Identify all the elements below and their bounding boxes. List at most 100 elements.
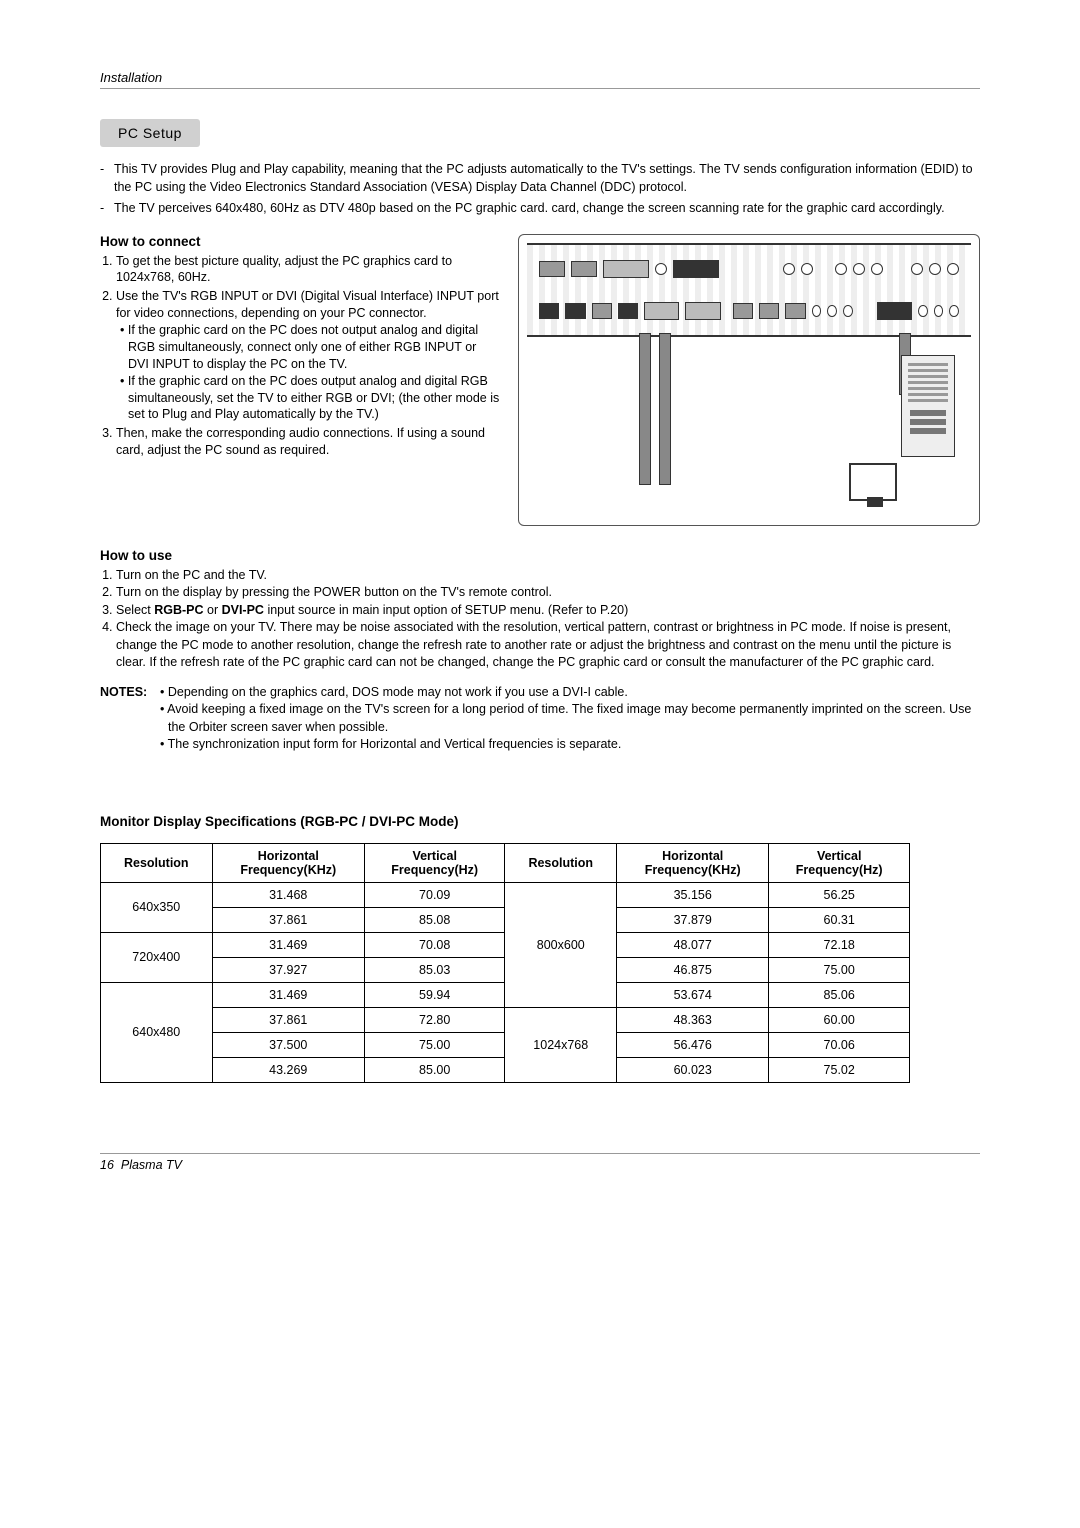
cell-h: 37.861 <box>212 907 364 932</box>
port-icon <box>911 263 923 275</box>
intro-text-2: The TV perceives 640x480, 60Hz as DTV 48… <box>114 200 945 218</box>
cell-v: 60.00 <box>769 1007 910 1032</box>
cell-h: 46.875 <box>617 957 769 982</box>
use-step-1: Turn on the PC and the TV. <box>116 567 980 585</box>
cell-h: 31.468 <box>212 882 364 907</box>
cell-res: 640x350 <box>101 882 213 932</box>
intro-list: - This TV provides Plug and Play capabil… <box>100 161 980 218</box>
port-icon <box>835 263 847 275</box>
cell-v: 72.80 <box>364 1007 505 1032</box>
cell-h: 53.674 <box>617 982 769 1007</box>
tv-back-panel <box>527 243 971 337</box>
cell-v: 75.00 <box>769 957 910 982</box>
connect-step-1: To get the best picture quality, adjust … <box>116 253 500 287</box>
port-icon <box>877 302 912 320</box>
cell-v: 85.06 <box>769 982 910 1007</box>
pc-monitor-icon <box>849 463 897 501</box>
port-icon <box>539 303 559 319</box>
notes-block: NOTES: • Depending on the graphics card,… <box>100 684 980 754</box>
notes-label: NOTES: <box>100 684 158 754</box>
cell-h: 37.927 <box>212 957 364 982</box>
port-icon <box>843 305 853 317</box>
page-footer: 16 Plasma TV <box>100 1153 980 1172</box>
th-resolution: Resolution <box>101 843 213 882</box>
spec-table-title: Monitor Display Specifications (RGB-PC /… <box>100 814 980 829</box>
footer-label: Plasma TV <box>121 1158 182 1172</box>
port-icon <box>644 302 679 320</box>
port-icon <box>785 303 805 319</box>
cell-v: 75.02 <box>769 1057 910 1082</box>
cell-v: 85.03 <box>364 957 505 982</box>
cable-icon <box>659 333 671 485</box>
cell-v: 85.00 <box>364 1057 505 1082</box>
port-icon <box>685 302 720 320</box>
connect-step-3: Then, make the corresponding audio conne… <box>116 425 500 459</box>
cell-v: 59.94 <box>364 982 505 1007</box>
cell-v: 60.31 <box>769 907 910 932</box>
cell-h: 31.469 <box>212 982 364 1007</box>
how-to-connect-steps: To get the best picture quality, adjust … <box>100 253 500 460</box>
port-icon <box>759 303 779 319</box>
pc-monitor-stand-icon <box>867 497 883 507</box>
port-icon <box>571 261 597 277</box>
port-icon <box>812 305 822 317</box>
cell-h: 48.363 <box>617 1007 769 1032</box>
use-step-4: Check the image on your TV. There may be… <box>116 619 980 672</box>
port-icon <box>929 263 941 275</box>
use-step-2: Turn on the display by pressing the POWE… <box>116 584 980 602</box>
cell-res: 640x480 <box>101 982 213 1082</box>
port-icon <box>827 305 837 317</box>
dash-icon: - <box>100 161 114 196</box>
section-title: PC Setup <box>100 119 200 147</box>
port-icon <box>592 303 612 319</box>
dash-icon: - <box>100 200 114 218</box>
how-to-use-heading: How to use <box>100 548 980 563</box>
cell-v: 70.06 <box>769 1032 910 1057</box>
cell-h: 60.023 <box>617 1057 769 1082</box>
cell-v: 70.09 <box>364 882 505 907</box>
th-resolution: Resolution <box>505 843 617 882</box>
cell-v: 85.08 <box>364 907 505 932</box>
port-icon <box>801 263 813 275</box>
cell-h: 56.476 <box>617 1032 769 1057</box>
connect-sub-2: • If the graphic card on the PC does out… <box>116 373 500 424</box>
cell-res: 800x600 <box>505 882 617 1007</box>
footer-page-number: 16 <box>100 1158 114 1172</box>
th-vfreq: VerticalFrequency(Hz) <box>769 843 910 882</box>
cell-h: 37.500 <box>212 1032 364 1057</box>
cell-v: 75.00 <box>364 1032 505 1057</box>
note-item-1: • Depending on the graphics card, DOS mo… <box>158 684 980 702</box>
th-hfreq: HorizontalFrequency(KHz) <box>212 843 364 882</box>
cell-v: 56.25 <box>769 882 910 907</box>
note-item-3: • The synchronization input form for Hor… <box>158 736 980 754</box>
port-icon <box>947 263 959 275</box>
use-step-3: Select RGB-PC or DVI-PC input source in … <box>116 602 980 620</box>
intro-text-1: This TV provides Plug and Play capabilit… <box>114 161 980 196</box>
cable-icon <box>639 333 651 485</box>
spec-table: Resolution HorizontalFrequency(KHz) Vert… <box>100 843 910 1083</box>
port-icon <box>853 263 865 275</box>
how-to-connect-heading: How to connect <box>100 234 500 249</box>
connect-sub-1: • If the graphic card on the PC does not… <box>116 322 500 373</box>
port-icon <box>733 303 753 319</box>
th-vfreq: VerticalFrequency(Hz) <box>364 843 505 882</box>
port-icon <box>539 261 565 277</box>
port-icon <box>949 305 959 317</box>
cell-h: 37.861 <box>212 1007 364 1032</box>
cell-h: 48.077 <box>617 932 769 957</box>
note-item-2: • Avoid keeping a fixed image on the TV'… <box>158 701 980 736</box>
cell-v: 70.08 <box>364 932 505 957</box>
how-to-use-steps: Turn on the PC and the TV. Turn on the d… <box>100 567 980 672</box>
cell-h: 43.269 <box>212 1057 364 1082</box>
cell-v: 72.18 <box>769 932 910 957</box>
cell-res: 720x400 <box>101 932 213 982</box>
port-icon <box>673 260 719 278</box>
cell-res: 1024x768 <box>505 1007 617 1082</box>
cell-h: 37.879 <box>617 907 769 932</box>
port-icon <box>618 303 638 319</box>
port-icon <box>871 263 883 275</box>
port-icon <box>783 263 795 275</box>
port-icon <box>655 263 667 275</box>
cell-h: 31.469 <box>212 932 364 957</box>
port-icon <box>934 305 944 317</box>
